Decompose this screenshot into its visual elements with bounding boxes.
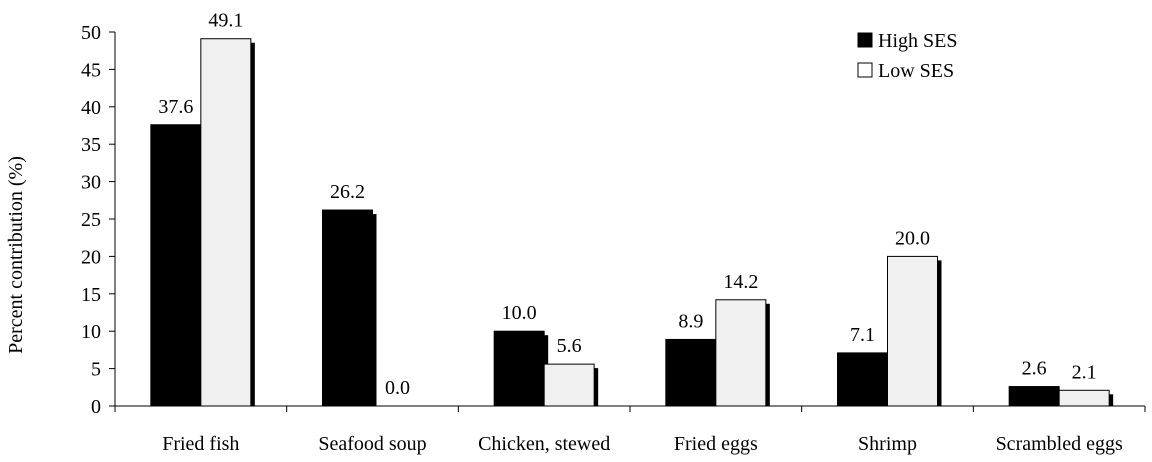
bar-high-ses <box>150 124 202 407</box>
data-label: 37.6 <box>158 96 193 118</box>
bar-high-ses <box>322 209 373 407</box>
data-label: 8.9 <box>678 310 703 332</box>
y-axis-title: Percent contribution (%) <box>5 156 27 354</box>
data-label: 0.0 <box>385 377 410 399</box>
x-category-label: Fried eggs <box>674 433 758 455</box>
data-label: 26.2 <box>330 181 365 203</box>
data-label: 14.2 <box>723 271 758 293</box>
data-label: 49.1 <box>208 10 243 32</box>
data-label: 2.1 <box>1072 361 1097 383</box>
legend-label: High SES <box>878 30 957 52</box>
x-category-label: Shrimp <box>858 433 917 455</box>
legend-label: Low SES <box>878 60 954 82</box>
y-tick-label: 5 <box>91 359 101 381</box>
data-labels: 37.6 49.1 26.2 0.0 10.0 5.6 8.9 14.2 7.1 20.0 2.6 2… <box>158 10 1096 399</box>
bar-high-ses <box>1008 386 1060 407</box>
bars <box>150 38 1114 407</box>
x-category-label: Chicken, stewed <box>478 433 610 455</box>
y-tick-label: 35 <box>81 134 101 156</box>
legend: High SES Low SES <box>857 30 957 82</box>
y-tick-label: 45 <box>81 59 101 81</box>
axes <box>109 31 1146 412</box>
data-label: 10.0 <box>502 302 537 324</box>
bar-high-ses <box>665 338 717 407</box>
x-category-label: Fried fish <box>162 433 239 455</box>
bar-high-ses <box>493 330 545 407</box>
data-label: 20.0 <box>895 227 930 249</box>
bar-low-ses <box>1058 389 1110 407</box>
legend-swatch <box>857 32 873 48</box>
x-category-label: Scrambled eggs <box>996 433 1123 455</box>
bar-low-ses <box>887 255 938 407</box>
y-tick-label: 20 <box>81 246 101 268</box>
data-label: 5.6 <box>557 335 582 357</box>
legend-swatch <box>857 62 873 78</box>
bar-low-ses <box>543 363 595 407</box>
bar-low-ses <box>715 299 767 407</box>
y-tick-label: 25 <box>81 209 101 231</box>
x-category-label: Seafood soup <box>318 433 426 455</box>
y-tick-label: 0 <box>91 396 101 418</box>
y-tick-label: 15 <box>81 284 101 306</box>
bar-high-ses <box>837 352 888 407</box>
data-label: 7.1 <box>850 324 875 346</box>
y-tick-labels: 0 5 10 15 20 25 30 35 40 45 50 <box>81 22 101 418</box>
y-tick-label: 30 <box>81 172 101 194</box>
y-tick-label: 40 <box>81 97 101 119</box>
y-tick-label: 10 <box>81 321 101 343</box>
bar-low-ses <box>200 38 252 407</box>
data-label: 2.6 <box>1022 358 1047 380</box>
y-tick-label: 50 <box>81 22 101 44</box>
x-category-labels: Fried fish Seafood soup Chicken, stewed Fri… <box>162 433 1123 455</box>
